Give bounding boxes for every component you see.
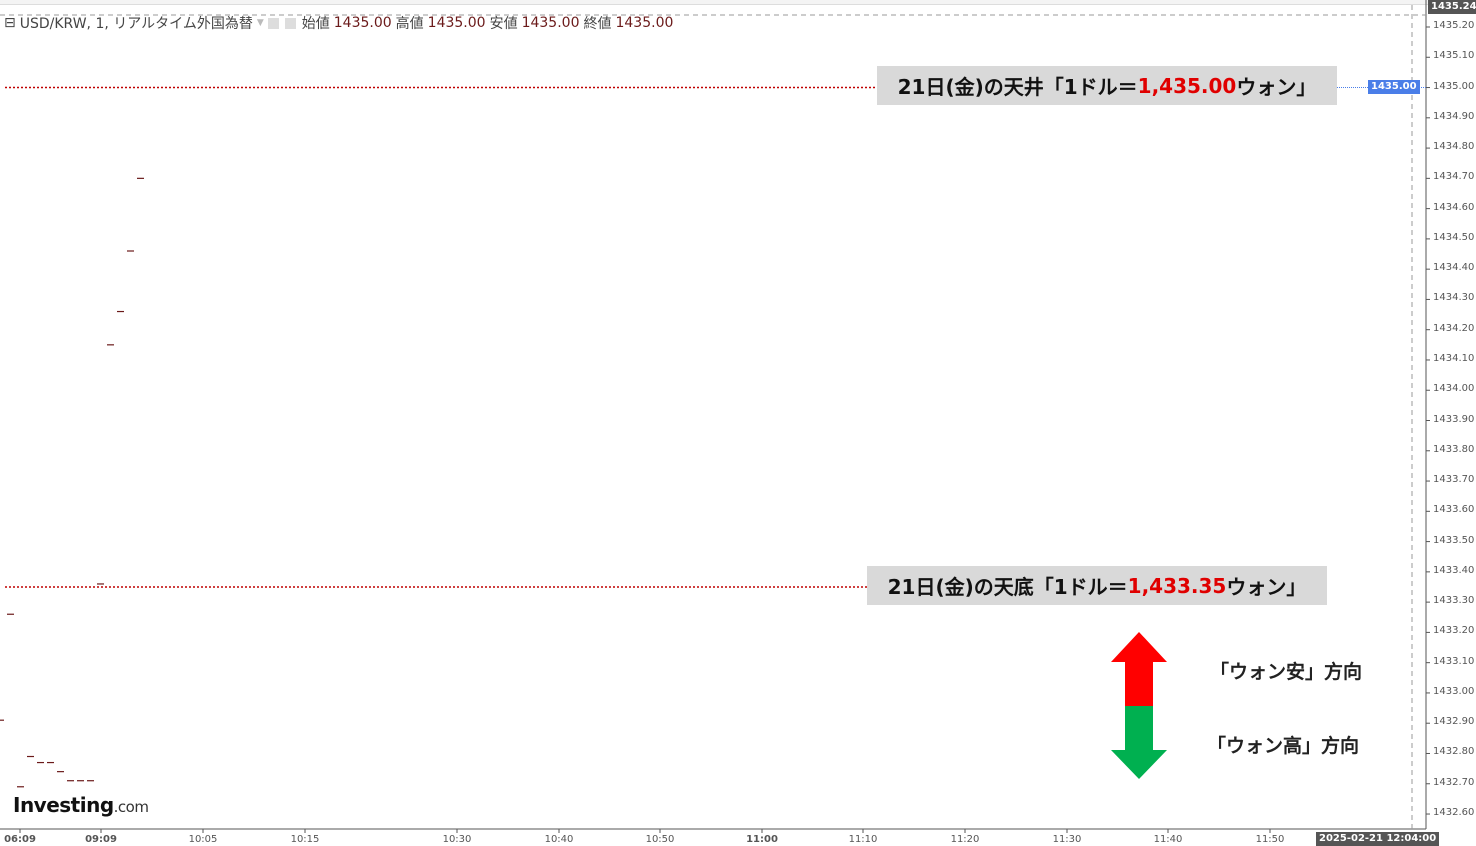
chevron-down-icon[interactable]: ▼ — [256, 18, 264, 28]
open-value: 1435.00 — [333, 15, 392, 31]
y-tick-label: 1435.00 — [1433, 80, 1475, 92]
y-tick-label: 1434.20 — [1433, 322, 1475, 334]
high-value: 1435.00 — [427, 15, 486, 31]
y-tick-label: 1432.80 — [1433, 746, 1475, 758]
x-tick-label: 10:30 — [442, 834, 472, 845]
down-arrow-icon — [1111, 706, 1167, 779]
x-tick-label: 11:20 — [950, 834, 980, 845]
y-tick-label: 1433.50 — [1433, 534, 1475, 546]
x-tick-label: 11:10 — [848, 834, 878, 845]
floor-value: 1,433.35 — [1127, 573, 1227, 598]
top-bar — [0, 0, 1476, 5]
ceiling-prefix: 21日(金)の天井「1ドル＝ — [897, 75, 1138, 99]
y-tick-label: 1434.00 — [1433, 383, 1475, 395]
y-tick-label: 1433.00 — [1433, 685, 1475, 697]
x-tick-label: 11:30 — [1052, 834, 1082, 845]
y-tick-label: 1434.90 — [1433, 110, 1475, 122]
x-tick-label: 10:50 — [645, 834, 675, 845]
y-tick-label: 1433.30 — [1433, 595, 1475, 607]
y-tick-label: 1432.70 — [1433, 776, 1475, 788]
close-value: 1435.00 — [615, 15, 674, 31]
y-tick-label: 1433.70 — [1433, 474, 1475, 486]
current-price-badge: 1435.00 — [1368, 80, 1420, 94]
y-tick-label: 1433.20 — [1433, 625, 1475, 637]
won-strong-label: 「ウォン高」方向 — [1207, 735, 1360, 757]
x-tick-label: 11:50 — [1255, 834, 1285, 845]
x-tick-label: 06:09 — [4, 834, 36, 845]
y-tick-label: 1434.80 — [1433, 141, 1475, 153]
y-tick-label: 1432.60 — [1433, 807, 1475, 819]
symbol-label: USD/KRW, 1, リアルタイム外国為替 — [19, 16, 253, 32]
y-tick-label: 1433.40 — [1433, 564, 1475, 576]
ceiling-value: 1,435.00 — [1137, 73, 1237, 98]
y-tick-label: 1433.60 — [1433, 504, 1475, 516]
up-arrow-icon — [1111, 632, 1167, 706]
y-tick-label: 1434.10 — [1433, 352, 1475, 364]
x-tick-label: 09:09 — [85, 834, 117, 845]
investing-logo: Investing.com — [13, 793, 149, 817]
chart-legend: ⊟ USD/KRW, 1, リアルタイム外国為替 ▼ 始値 1435.00 高値 1… — [4, 13, 673, 33]
visibility-icon[interactable] — [267, 17, 279, 29]
close-label: 終値 — [583, 16, 612, 32]
high-label: 高値 — [395, 16, 424, 32]
y-tick-label: 1435.20 — [1433, 20, 1475, 31]
y-tick-label: 1434.30 — [1433, 292, 1475, 304]
floor-prefix: 21日(金)の天底「1ドル＝ — [887, 575, 1128, 599]
y-tick-label: 1435.10 — [1433, 50, 1475, 62]
y-tick-label: 1432.90 — [1433, 716, 1475, 728]
y-tick-label: 1433.80 — [1433, 443, 1475, 455]
direction-arrows — [1111, 632, 1167, 779]
low-label: 安値 — [489, 16, 518, 32]
y-tick-label: 1434.60 — [1433, 201, 1475, 213]
y-tick-label: 1434.70 — [1433, 171, 1475, 183]
y-tick-label: 1433.90 — [1433, 413, 1475, 425]
x-tick-label: 10:05 — [188, 834, 218, 845]
gear-icon[interactable] — [284, 17, 296, 29]
y-tick-label: 1434.40 — [1433, 262, 1475, 274]
ceiling-annotation: 21日(金)の天井「1ドル＝ 1,435.00 ウォン」 — [877, 66, 1337, 105]
low-value: 1435.00 — [521, 15, 580, 31]
cursor-time-badge: 2025-02-21 12:04:00 — [1316, 832, 1440, 846]
x-tick-label: 10:15 — [290, 834, 320, 845]
floor-suffix: ウォン」 — [1226, 575, 1307, 599]
x-tick-label: 11:00 — [746, 834, 778, 845]
open-label: 始値 — [301, 16, 330, 32]
x-tick-label: 10:40 — [544, 834, 574, 845]
y-tick-label: 1433.10 — [1433, 655, 1475, 667]
ceiling-suffix: ウォン」 — [1236, 75, 1317, 99]
max-price-badge: 1435.24 — [1428, 0, 1476, 14]
floor-annotation: 21日(金)の天底「1ドル＝ 1,433.35 ウォン」 — [867, 566, 1327, 605]
collapse-icon[interactable]: ⊟ — [4, 15, 16, 31]
won-weak-label: 「ウォン安」方向 — [1210, 661, 1363, 683]
x-tick-label: 11:40 — [1153, 834, 1183, 845]
y-tick-label: 1434.50 — [1433, 231, 1475, 243]
